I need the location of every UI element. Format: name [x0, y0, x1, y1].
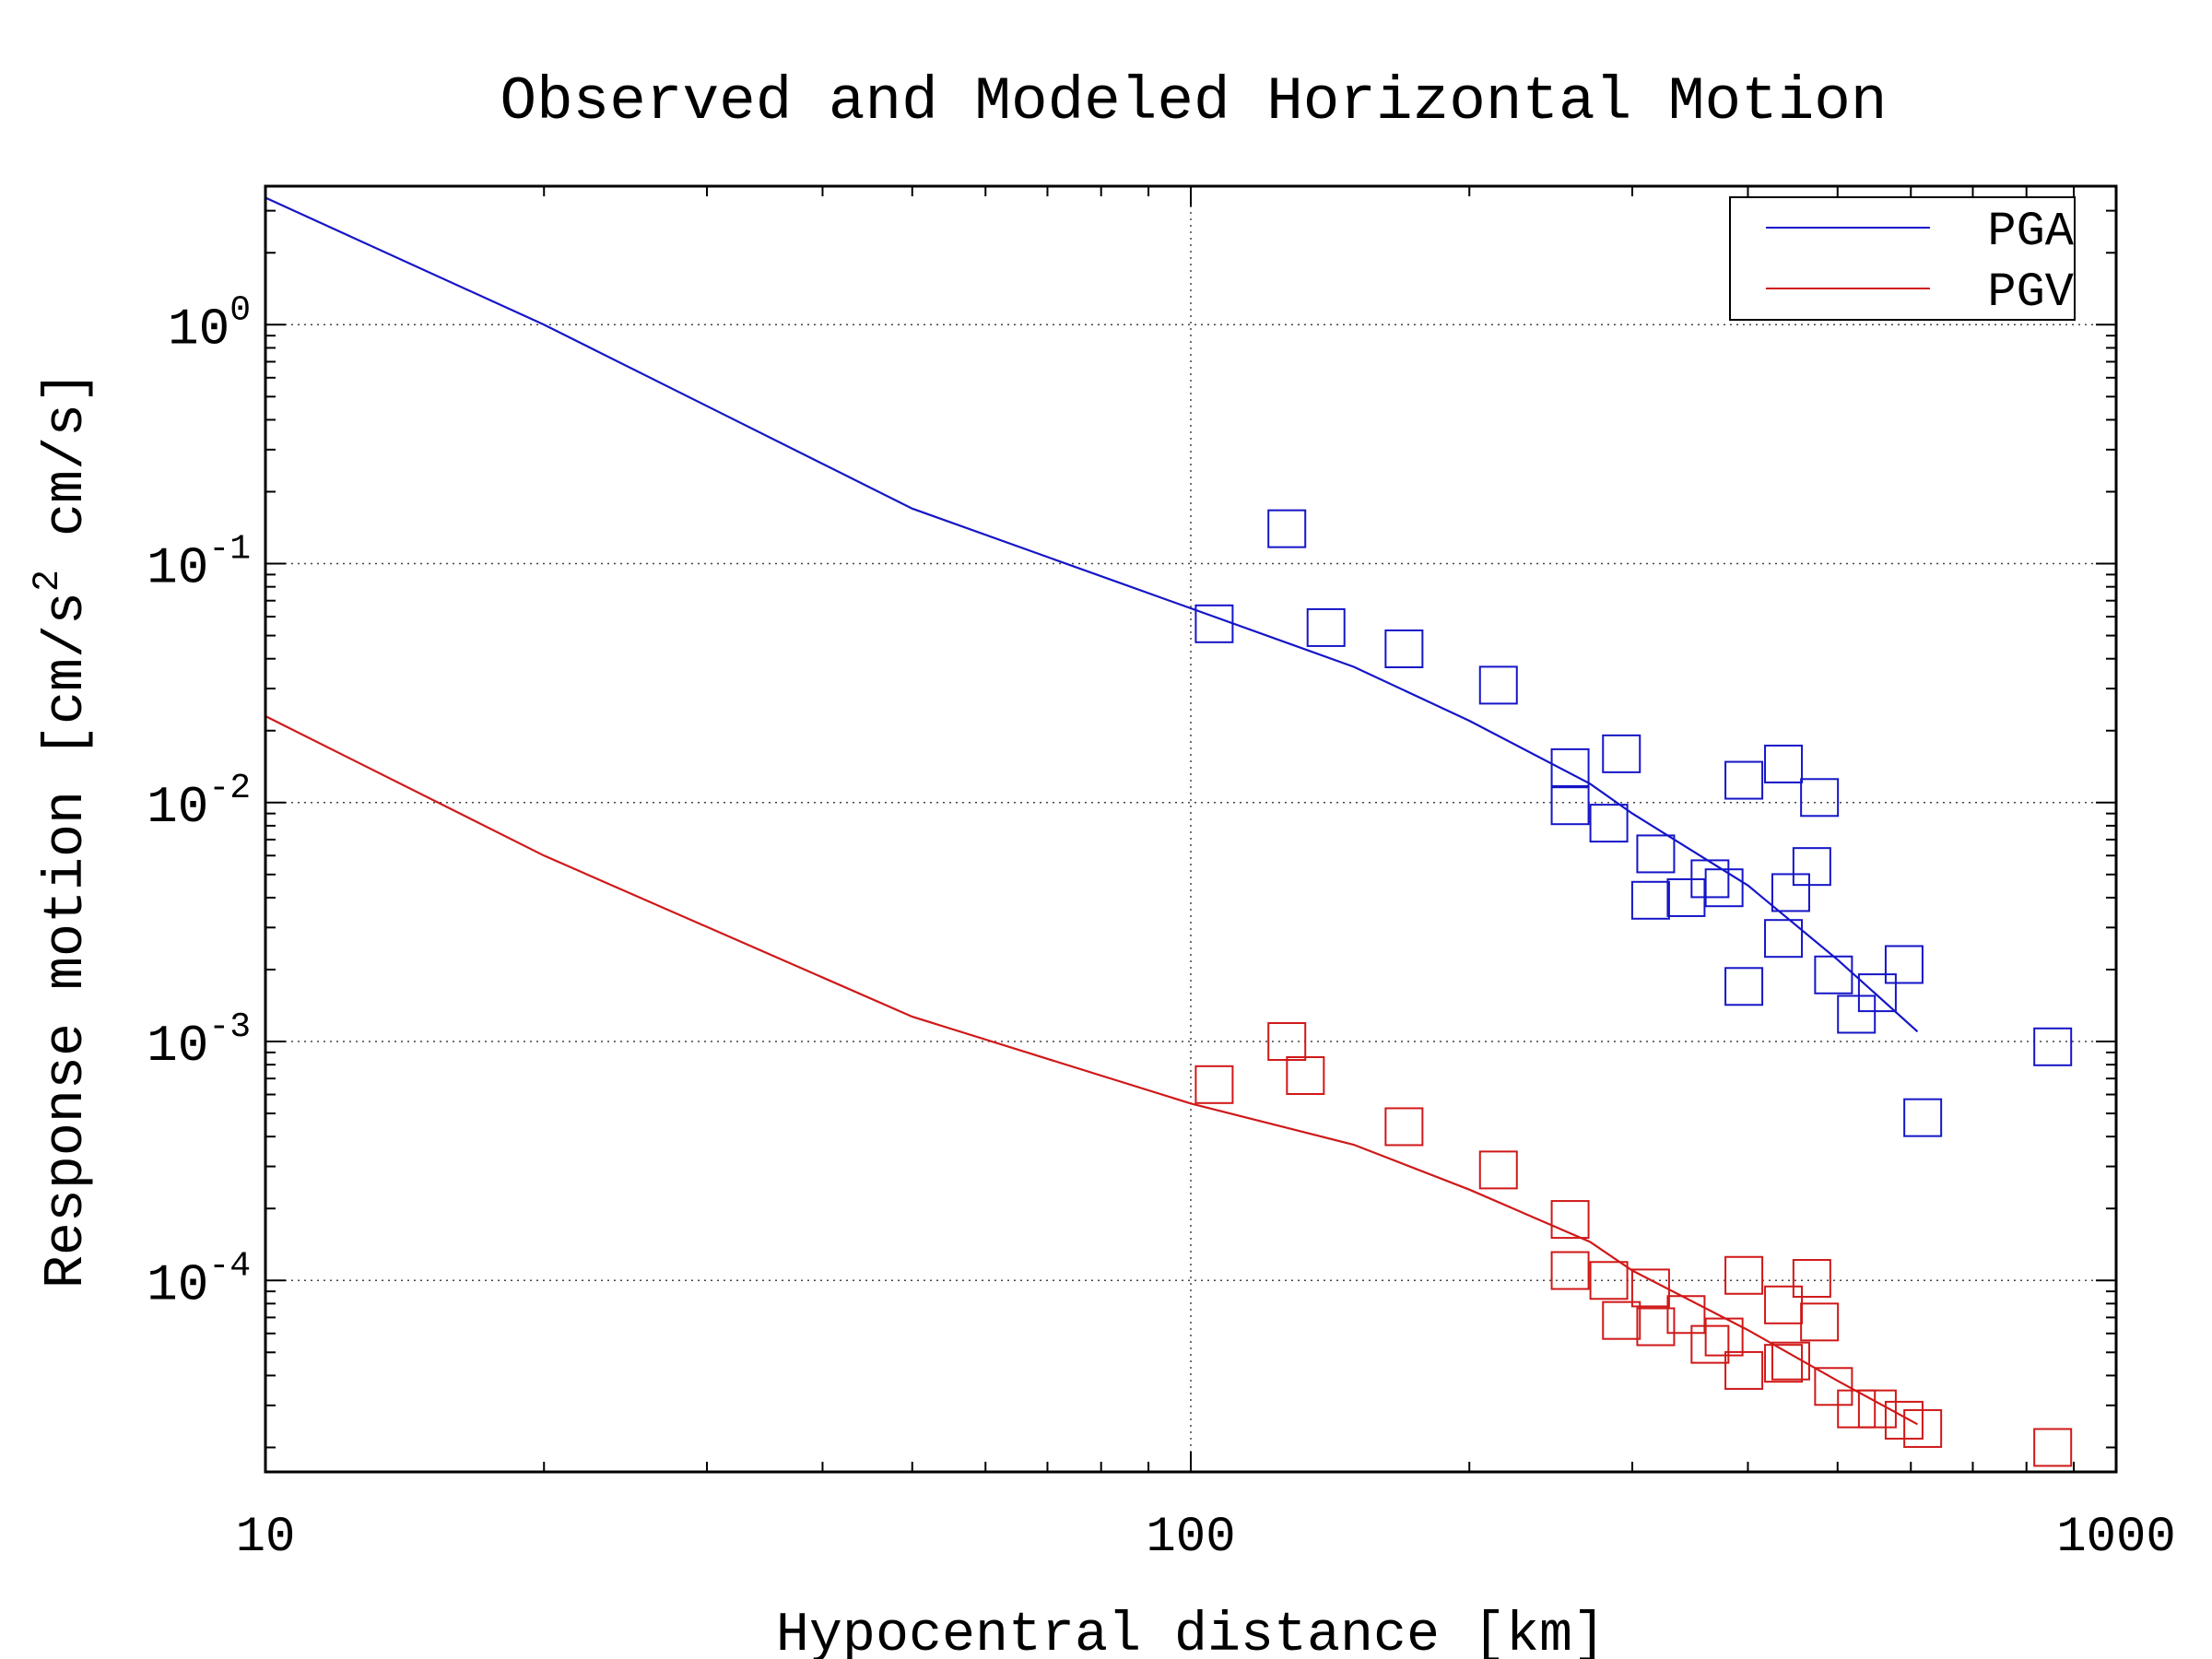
chart-title: Observed and Modeled Horizontal Motion: [500, 67, 1887, 136]
marker-pga: [1792, 847, 1831, 887]
legend-label-pga: PGA: [1987, 205, 2074, 259]
marker-pgv: [1286, 1056, 1325, 1096]
marker-pga: [1630, 880, 1670, 920]
marker-pga: [1837, 994, 1877, 1034]
marker-pgv: [1589, 1261, 1629, 1300]
legend: PGA PGV: [1729, 196, 2076, 321]
y-tick-label: 10-4: [147, 1246, 251, 1314]
x-axis-label: Hypocentral distance [km]: [776, 1605, 1606, 1659]
marker-pgv: [1267, 1022, 1307, 1062]
marker-pga: [1814, 955, 1853, 994]
y-tick-label: 10-3: [147, 1007, 251, 1076]
marker-pga: [1384, 629, 1424, 668]
marker-pgv: [2033, 1428, 2073, 1467]
marker-pga: [1764, 744, 1804, 783]
marker-pga: [1602, 734, 1641, 773]
axis-ticks: [265, 186, 2116, 1472]
marker-pga: [2033, 1027, 2073, 1066]
marker-pga: [1306, 607, 1346, 647]
marker-pgv: [1636, 1307, 1676, 1347]
marker-pga: [1903, 1098, 1943, 1137]
marker-pga: [1884, 945, 1924, 984]
model-lines: [265, 196, 1919, 1426]
y-axis-label-main: Response motion [cm/s: [36, 592, 99, 1288]
marker-pgv: [1194, 1065, 1234, 1104]
marker-pga: [1550, 786, 1590, 826]
marker-pgv: [1602, 1300, 1641, 1340]
plot-frame: [264, 184, 2118, 1474]
marker-pga: [1857, 973, 1897, 1013]
marker-pga: [1690, 859, 1730, 899]
grid: [265, 186, 2116, 1472]
marker-pgv: [1724, 1255, 1764, 1295]
x-tick-label: 100: [1146, 1510, 1235, 1566]
marker-pgv: [1792, 1259, 1831, 1299]
marker-pgv: [1903, 1408, 1943, 1448]
y-tick-labels: 100 10-1 10-2 10-3 10-4: [147, 290, 251, 1314]
marker-pgv: [1666, 1295, 1706, 1335]
marker-pga: [1550, 747, 1590, 787]
marker-pga: [1589, 804, 1629, 843]
legend-box: [1729, 196, 2076, 321]
x-tick-labels: 10 100 1000: [236, 1510, 2176, 1566]
x-tick-label: 1000: [2056, 1510, 2176, 1566]
marker-pgv: [1550, 1251, 1590, 1290]
observed-markers: [1194, 509, 2073, 1467]
marker-pga: [1478, 665, 1518, 705]
marker-pgv: [1837, 1389, 1877, 1429]
marker-pgv: [1724, 1350, 1764, 1390]
marker-pga: [1267, 509, 1307, 548]
x-tick-label: 10: [236, 1510, 296, 1566]
marker-pga: [1764, 919, 1804, 959]
marker-pgv: [1690, 1324, 1730, 1364]
model-line-pgv: [265, 715, 1919, 1426]
marker-pgv: [1814, 1367, 1853, 1406]
marker-pga: [1704, 868, 1744, 908]
marker-pga: [1724, 967, 1764, 1006]
y-tick-label: 10-2: [147, 769, 251, 837]
marker-pgv: [1771, 1341, 1810, 1381]
marker-pga: [1800, 778, 1840, 818]
marker-pgv: [1384, 1107, 1424, 1147]
marker-pgv: [1764, 1285, 1804, 1324]
y-tick-label: 10-1: [147, 530, 251, 598]
y-tick-label: 100: [168, 290, 251, 359]
marker-pgv: [1800, 1302, 1840, 1342]
y-axis-label: Response motion [cm/s2 cm/s]: [28, 371, 99, 1288]
marker-pgv: [1550, 1200, 1590, 1240]
marker-pgv: [1857, 1389, 1897, 1429]
marker-pga: [1636, 834, 1676, 874]
marker-pga: [1194, 604, 1234, 643]
y-axis-label-sup: 2: [28, 570, 69, 592]
legend-label-pgv: PGV: [1987, 265, 2074, 320]
marker-pga: [1771, 873, 1810, 912]
marker-pga: [1724, 760, 1764, 800]
marker-pgv: [1630, 1268, 1670, 1308]
marker-pgv: [1478, 1150, 1518, 1190]
marker-pgv: [1704, 1317, 1744, 1357]
y-axis-label-tail: cm/s]: [36, 371, 99, 570]
marker-pgv: [1764, 1344, 1804, 1383]
